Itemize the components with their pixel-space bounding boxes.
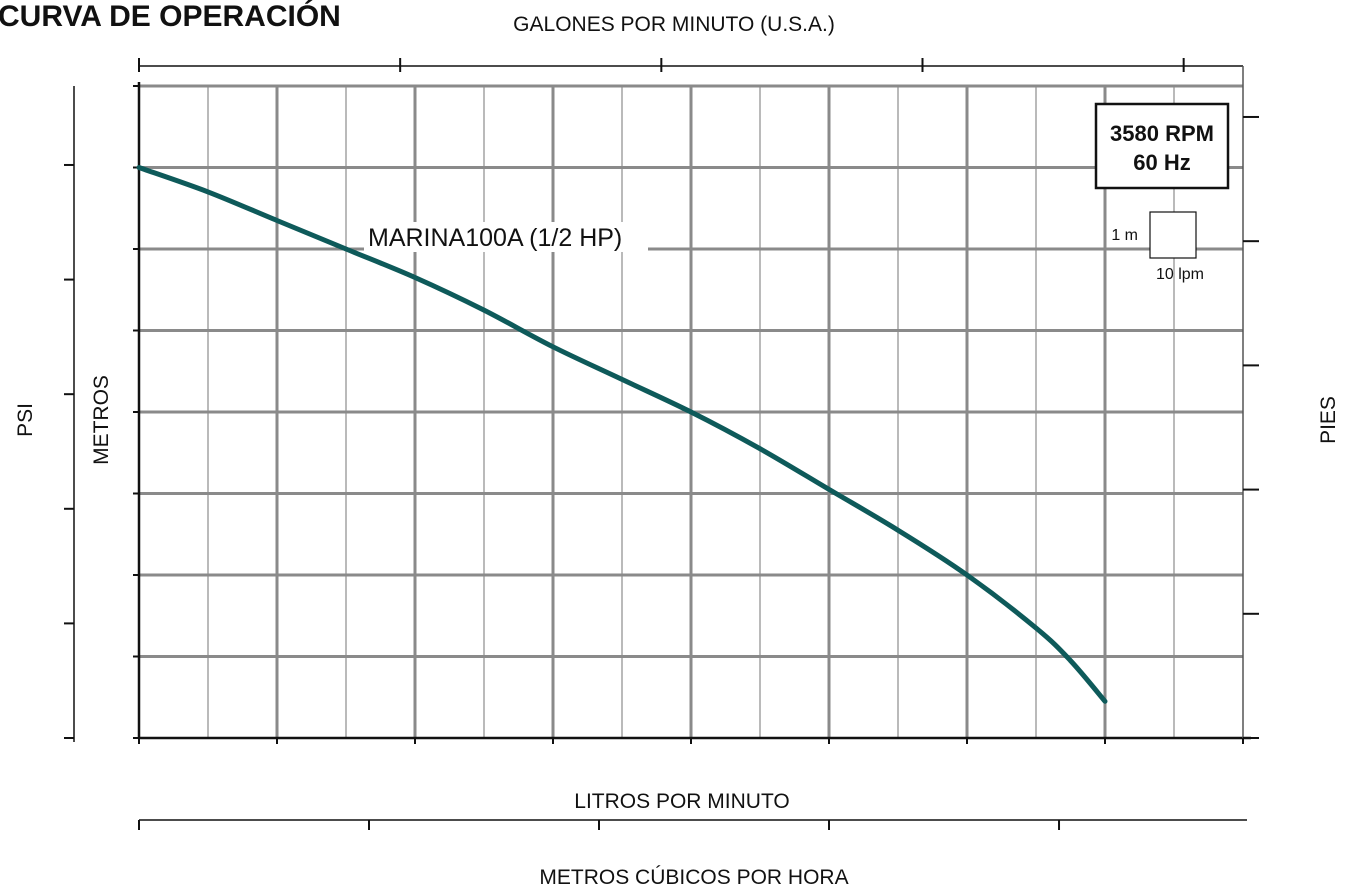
scale-legend-height: 1 m bbox=[1111, 227, 1138, 244]
axes bbox=[64, 58, 1259, 830]
speed-rpm: 3580 RPM bbox=[1110, 121, 1214, 146]
chart-title: CURVA DE OPERACIÓN bbox=[0, 0, 341, 33]
series-label-bg bbox=[364, 222, 648, 252]
top-axis-label: GALONES POR MINUTO (U.S.A.) bbox=[513, 13, 835, 36]
series-layer bbox=[136, 165, 1108, 704]
speed-hz: 60 Hz bbox=[1133, 150, 1190, 175]
scale-legend-width: 10 lpm bbox=[1156, 266, 1204, 283]
series-label: MARINA100A (1/2 HP) bbox=[368, 224, 622, 252]
y-axis-label: METROS bbox=[90, 375, 113, 465]
ft-axis-label: PIES bbox=[1317, 396, 1340, 444]
scale-legend-box bbox=[1149, 211, 1197, 259]
psi-axis-label: PSI bbox=[14, 403, 37, 437]
series-line-marina100a bbox=[136, 165, 1108, 704]
speed-box bbox=[1094, 102, 1230, 190]
x-axis-label: LITROS POR MINUTO bbox=[574, 790, 789, 813]
grid-lines bbox=[139, 84, 1243, 738]
bottom2-axis-label: METROS CÚBICOS POR HORA bbox=[539, 866, 848, 885]
